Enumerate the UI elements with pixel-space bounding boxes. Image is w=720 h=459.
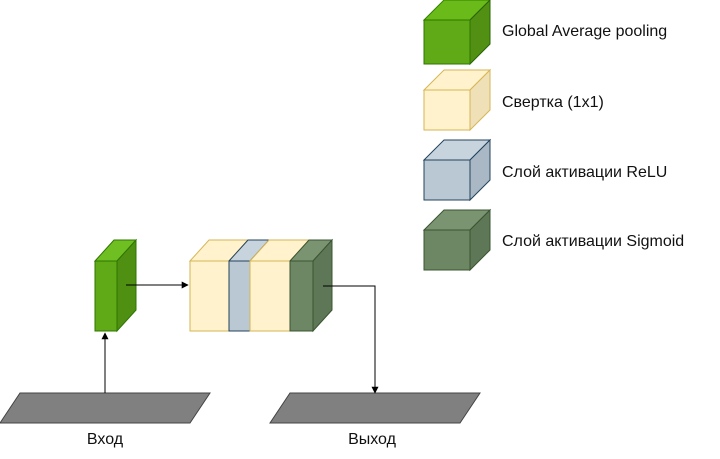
output-label: Выход xyxy=(348,431,397,448)
relu-front xyxy=(228,260,251,332)
legend-item-relu: Слой активации ReLU xyxy=(422,138,667,202)
legend-conv-cube-icon xyxy=(422,68,492,132)
legend-item-conv: Свертка (1x1) xyxy=(422,68,604,132)
legend-label-relu: Слой активации ReLU xyxy=(502,164,667,181)
legend-label-conv: Свертка (1x1) xyxy=(502,94,604,111)
se-block xyxy=(188,238,334,333)
sigmoid-front xyxy=(289,260,314,332)
conv2-front xyxy=(249,260,291,332)
legend-item-sigmoid: Слой активации Sigmoid xyxy=(422,208,684,272)
arrow-block-to-output xyxy=(323,285,379,394)
legend-label-sigmoid: Слой активации Sigmoid xyxy=(502,233,684,250)
legend-sigmoid-cube-icon xyxy=(422,208,492,272)
input-plane xyxy=(0,392,211,424)
legend: Global Average pooling Свертка (1x1) Сло… xyxy=(422,0,684,272)
conv1-front xyxy=(189,260,230,332)
output-plane xyxy=(269,392,481,424)
legend-item-gap: Global Average pooling xyxy=(422,0,667,66)
input-label: Вход xyxy=(87,431,124,448)
legend-label-gap: Global Average pooling xyxy=(502,23,667,40)
legend-relu-cube-icon xyxy=(422,138,492,202)
legend-gap-cube-icon xyxy=(422,0,491,66)
